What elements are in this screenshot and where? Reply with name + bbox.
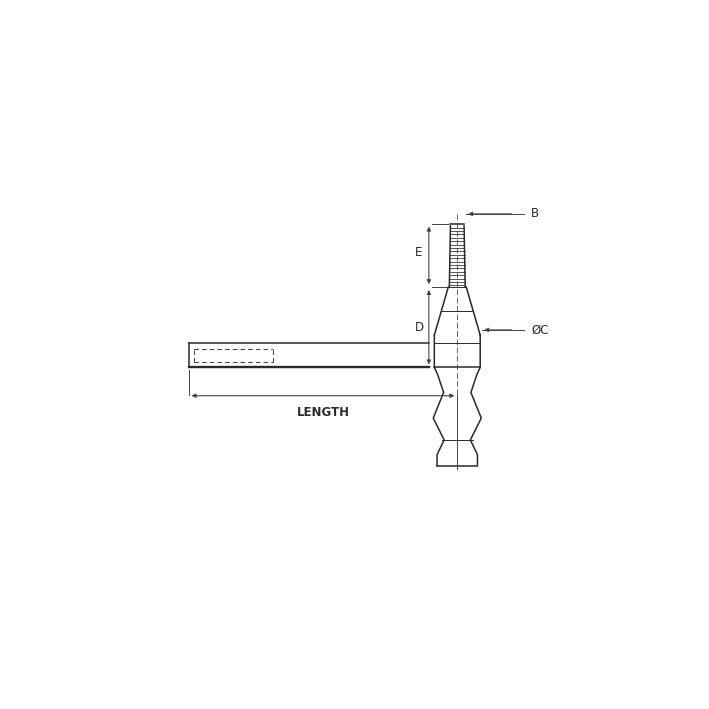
Text: ØC: ØC — [531, 323, 549, 337]
Text: B: B — [531, 208, 539, 220]
Text: LENGTH: LENGTH — [296, 406, 350, 418]
Text: D: D — [415, 320, 423, 334]
Text: E: E — [415, 246, 423, 259]
